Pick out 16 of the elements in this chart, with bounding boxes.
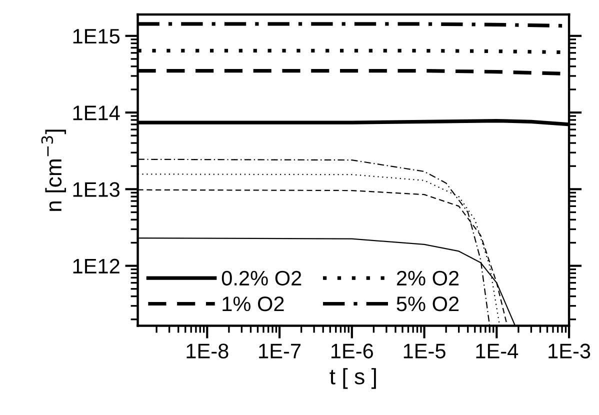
legend-label: 0.2% O2 (222, 270, 302, 286)
x-tick-label: 1E-4 (476, 344, 518, 358)
x-tick-label: 1E-6 (332, 344, 373, 358)
legend-label: 5% O2 (396, 296, 459, 312)
y-tick-label: 1E15 (73, 29, 120, 44)
x-tick-label: 1E-8 (186, 344, 228, 358)
x-tick-label: 1E-3 (548, 344, 590, 358)
legend-label: 2% O2 (396, 270, 459, 286)
y-axis-title: n [cm$^{−3}$] (41, 130, 66, 211)
legend-label: 1% O2 (222, 296, 284, 312)
y-tick-label: 1E13 (73, 182, 120, 197)
x-tick-label: 1E-5 (404, 344, 446, 358)
y-tick-label: 1E14 (73, 106, 120, 120)
x-tick-label: 1E-7 (259, 344, 300, 358)
y-tick-label: 1E12 (73, 258, 120, 274)
x-axis-title: t [ s ] (330, 368, 376, 389)
